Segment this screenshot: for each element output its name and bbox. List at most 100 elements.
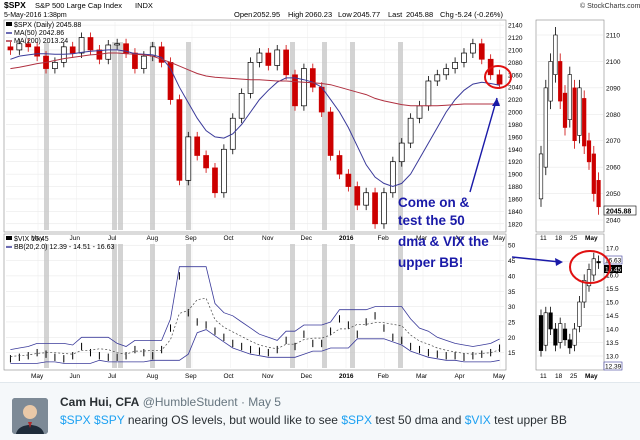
- tweet-text: $SPX $SPY nearing OS levels, but would l…: [60, 413, 567, 427]
- zoom-label-top: 25: [570, 235, 578, 242]
- price-tick-label: 2140: [508, 23, 523, 30]
- tweet-handle[interactable]: @HumbleStudent: [142, 395, 238, 409]
- zoom-candle: [586, 140, 592, 163]
- last-price-value: 2045.88: [606, 209, 631, 216]
- price-tick-label: 1960: [508, 134, 523, 141]
- tweet-author-name[interactable]: Cam Hui, CFA: [60, 395, 140, 409]
- series-lines: [10, 49, 500, 188]
- price-tick-label: 2080: [508, 60, 523, 67]
- zoom-vix-tick-label: 15.0: [606, 300, 619, 307]
- zoom-vix-candle: [543, 312, 548, 346]
- price-tick-label: 2120: [508, 35, 523, 42]
- vix-tick-label: 45: [508, 258, 516, 265]
- month-label-bottom: Sep: [185, 373, 197, 380]
- month-label-top: Mar: [416, 235, 428, 242]
- highlight-band: [186, 244, 191, 368]
- month-label-top: May: [493, 235, 506, 242]
- chart-timestamp: 5-May-2016 1:38pm: [4, 12, 67, 19]
- highlight-band: [322, 42, 327, 230]
- month-label-bottom: Mar: [416, 373, 428, 380]
- vix-tick-label: 15: [508, 350, 516, 357]
- price-tick-label: 1860: [508, 196, 523, 203]
- vix-tick-label: 35: [508, 289, 516, 296]
- price-candle: [470, 43, 476, 54]
- price-candle: [478, 43, 485, 60]
- zoom-vix-candle: [577, 301, 582, 327]
- zoom-candle: [562, 92, 568, 128]
- month-label-bottom: Apr: [455, 373, 466, 380]
- zoom-vix-tick-label: 13.0: [606, 354, 619, 361]
- zoom-vix-tick-label: 16.0: [606, 273, 619, 280]
- price-tick-label: 1900: [508, 172, 523, 179]
- cashtag-spx-2[interactable]: $SPX: [341, 413, 372, 427]
- month-label-top: Jul: [108, 235, 117, 242]
- zoom-vix-candle: [562, 328, 568, 341]
- vix-legend: $VIX 16.45 BB(20,2.0) 12.39 - 14.51 - 16…: [6, 236, 115, 251]
- zoom-label-top: 11: [540, 235, 547, 242]
- annotation-line-1: Come on &: [398, 195, 470, 210]
- price-tick-label: 2060: [508, 72, 523, 79]
- zoom-label-bottom: May: [585, 373, 598, 380]
- price-candle: [176, 99, 183, 181]
- month-label-top: Aug: [147, 235, 159, 242]
- vix-bars: [9, 266, 501, 364]
- legend-vix: $VIX 16.45: [14, 236, 49, 243]
- vix-tick-label: 30: [508, 304, 516, 311]
- ohlc-low-label: Low: [338, 10, 352, 19]
- highlight-band: [150, 244, 155, 368]
- avatar[interactable]: [12, 398, 48, 434]
- price-candle: [407, 117, 414, 144]
- price-candle: [327, 111, 334, 156]
- highlight-band: [398, 42, 403, 230]
- price-candle: [416, 105, 423, 119]
- price-candle: [194, 136, 201, 156]
- legend-ma200: MA(200) 2013.24: [14, 38, 68, 45]
- tweet-card: Cam Hui, CFA @HumbleStudent · May 5 $SPX…: [0, 382, 640, 440]
- cashtag-spx[interactable]: $SPX: [60, 413, 91, 427]
- highlight-band: [44, 244, 49, 368]
- highlight-band: [150, 42, 155, 230]
- month-label-bottom: Oct: [224, 373, 234, 380]
- zoom-vix-candle: [586, 269, 592, 287]
- highlight-band: [290, 244, 295, 368]
- zoom-price-tick-label: 2090: [606, 85, 621, 92]
- price-tick-label: 2020: [508, 97, 523, 104]
- zoom-label-bottom: 25: [570, 373, 578, 380]
- month-label-top: Jun: [70, 235, 81, 242]
- ohlc-last-label: Last: [388, 10, 403, 19]
- price-tick-label: 1840: [508, 209, 523, 216]
- annotation-line-3: dma & VIX the: [398, 234, 489, 249]
- price-candle: [256, 52, 263, 63]
- zoom-vix-tick-label: 14.5: [606, 313, 619, 320]
- zoom-candle: [591, 153, 596, 194]
- zoom-candle: [548, 61, 553, 102]
- zoom-price-tick-label: 2110: [606, 33, 620, 40]
- last-price-box: [603, 205, 637, 216]
- watermark: © StockCharts.com: [580, 2, 640, 10]
- zoom-vix-candle: [572, 328, 577, 346]
- vix-panel: [3, 233, 507, 371]
- ohlc-open-label: Open: [234, 10, 252, 19]
- cashtag-vix[interactable]: $VIX: [464, 413, 491, 427]
- price-candle: [34, 46, 40, 57]
- price-candle: [309, 68, 316, 88]
- price-tick-label: 2100: [508, 47, 523, 54]
- zoom-price-tick-label: 2080: [606, 112, 621, 119]
- zoom-label-bottom: 18: [555, 373, 563, 380]
- annotation-arrow-left: [469, 97, 498, 193]
- vix-lower-box: [603, 361, 623, 371]
- price-candle: [203, 155, 209, 169]
- zoom-candle: [567, 74, 572, 120]
- tweet-text-part-3: test upper BB: [494, 413, 567, 427]
- highlight-circle-vix: [569, 250, 611, 284]
- tweet-date[interactable]: May 5: [248, 395, 281, 409]
- month-label-top: May: [31, 235, 44, 242]
- price-candle: [292, 74, 298, 107]
- price-candle: [461, 52, 467, 63]
- cashtag-spy[interactable]: $SPY: [94, 413, 125, 427]
- highlight-band: [398, 244, 403, 368]
- price-candle: [389, 161, 396, 194]
- ohlc-high-label: High: [288, 10, 303, 19]
- month-label-bottom: May: [31, 373, 44, 380]
- annotation-arrow-right: [511, 256, 561, 263]
